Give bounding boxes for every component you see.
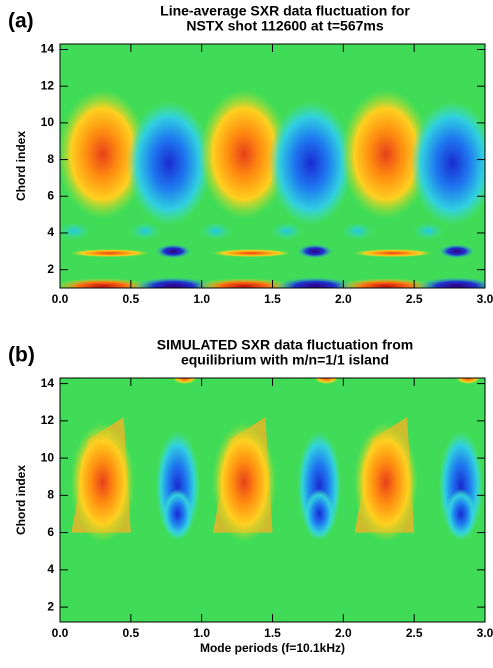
- y-tick-label: 4: [47, 562, 54, 576]
- y-tick-label: 6: [47, 525, 54, 539]
- x-tick-label: 2.5: [406, 626, 423, 640]
- panel-label: (b): [8, 344, 35, 367]
- hot-band: [196, 278, 293, 288]
- chart-title: Line-average SXR data fluctuation for: [160, 3, 410, 19]
- y-tick-label: 4: [47, 225, 54, 239]
- warm-region: [199, 89, 290, 220]
- warm-core: [212, 422, 277, 543]
- y-axis-label: Chord index: [14, 131, 28, 201]
- warm-core: [70, 422, 135, 543]
- y-tick-label: 10: [41, 115, 55, 129]
- deep-band: [275, 277, 355, 288]
- y-tick-label: 8: [47, 152, 54, 166]
- cool-spot: [297, 244, 333, 259]
- cyan-spot: [270, 222, 303, 241]
- yellow-stripe: [211, 249, 292, 258]
- warm-core: [353, 422, 418, 543]
- warm-region: [60, 89, 148, 220]
- contour-field: [60, 378, 485, 622]
- y-tick-label: 2: [47, 599, 54, 613]
- cool-region: [268, 101, 353, 226]
- x-tick-label: 1.5: [264, 292, 281, 306]
- yellow-stripe: [69, 249, 150, 258]
- cyan-spot: [412, 222, 445, 241]
- cyan-spot: [199, 222, 232, 241]
- cool-spot: [438, 244, 475, 259]
- top-spot: [172, 378, 197, 384]
- yellow-stripe: [352, 249, 433, 258]
- top-spot: [456, 378, 480, 384]
- x-tick-label: 1.0: [193, 292, 210, 306]
- deep-band: [416, 277, 485, 288]
- x-tick-label: 1.5: [264, 626, 281, 640]
- x-axis-label: Mode periods (f=10.1kHz): [200, 641, 345, 655]
- y-tick-label: 6: [47, 188, 54, 202]
- top-spot: [314, 378, 339, 384]
- hot-band: [60, 278, 151, 288]
- cool-region: [410, 101, 485, 226]
- cyan-spot: [129, 222, 161, 241]
- warm-region: [340, 89, 431, 220]
- cool-core: [304, 488, 335, 539]
- x-tick-label: 0.0: [52, 626, 69, 640]
- y-axis-label: Chord index: [14, 465, 28, 535]
- deep-band: [133, 277, 214, 288]
- x-tick-label: 0.5: [122, 626, 139, 640]
- cool-core: [445, 488, 476, 539]
- y-tick-label: 14: [41, 42, 55, 56]
- cool-core: [162, 488, 193, 539]
- x-tick-label: 3.0: [477, 626, 493, 640]
- panel-label: (a): [8, 10, 34, 33]
- x-tick-label: 2.0: [335, 292, 352, 306]
- contour-field: [60, 44, 485, 288]
- cool-spot: [155, 244, 192, 259]
- x-tick-label: 0.0: [52, 292, 69, 306]
- y-tick-label: 14: [41, 376, 55, 390]
- x-tick-label: 3.0: [477, 292, 493, 306]
- chart-title: equilibrium with m/n=1/1 island: [181, 352, 389, 368]
- x-tick-label: 1.0: [193, 626, 210, 640]
- x-tick-label: 0.5: [122, 292, 139, 306]
- cyan-spot: [60, 222, 91, 241]
- hot-band: [337, 278, 434, 288]
- x-tick-label: 2.5: [406, 292, 423, 306]
- y-tick-label: 12: [41, 413, 55, 427]
- chart-title: NSTX shot 112600 at t=567ms: [186, 18, 383, 34]
- y-tick-label: 10: [41, 450, 55, 464]
- chart-title: SIMULATED SXR data fluctuation from: [157, 337, 413, 353]
- x-tick-label: 2.0: [335, 626, 352, 640]
- y-tick-label: 8: [47, 488, 54, 502]
- y-tick-label: 2: [47, 262, 54, 276]
- cool-region: [127, 101, 212, 226]
- cyan-spot: [341, 222, 374, 241]
- y-tick-label: 12: [41, 78, 55, 92]
